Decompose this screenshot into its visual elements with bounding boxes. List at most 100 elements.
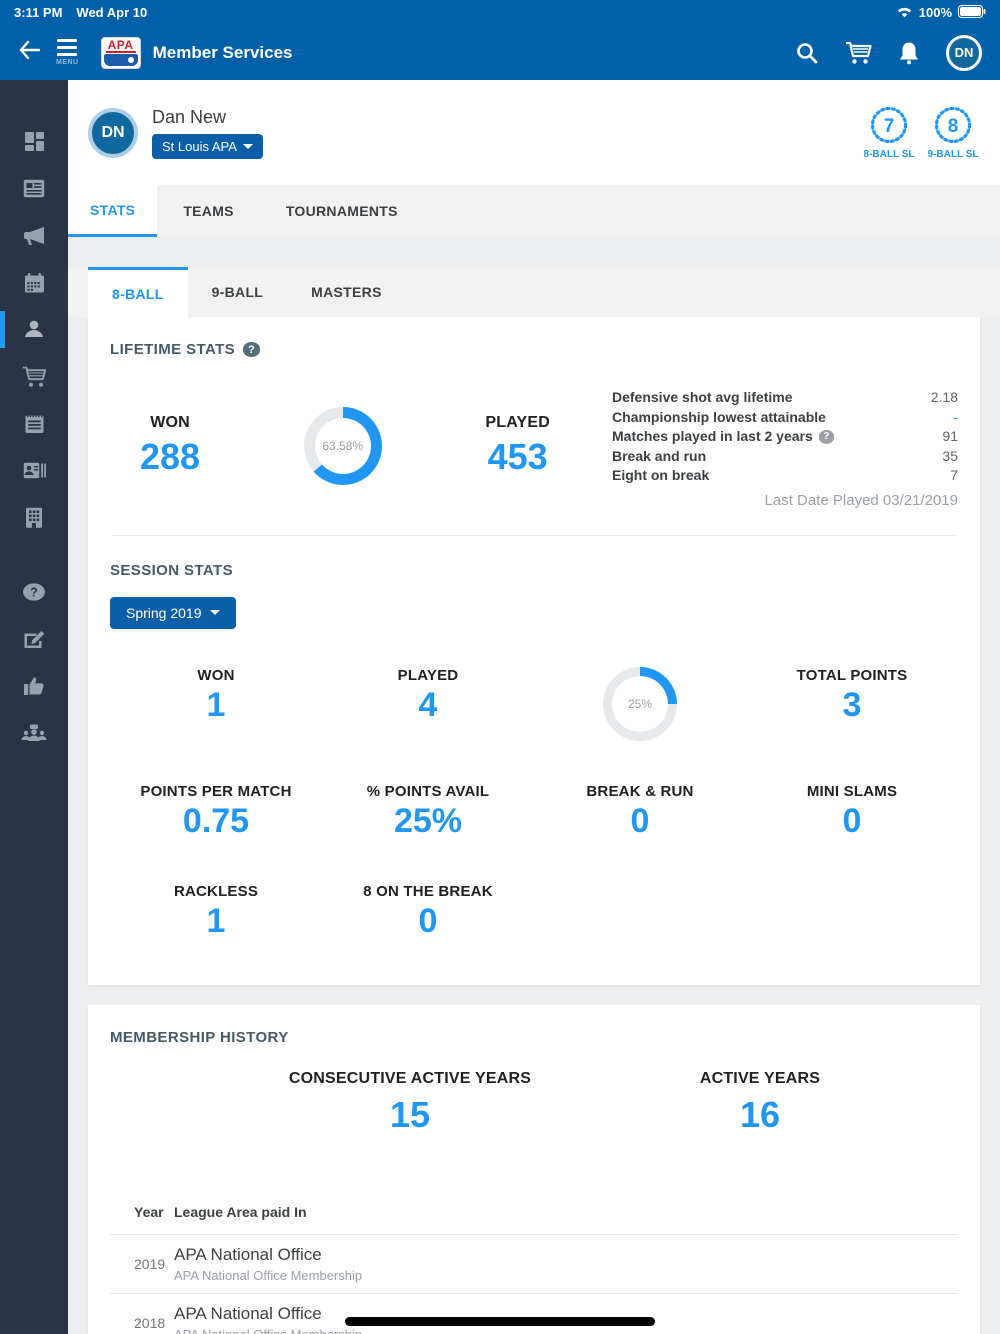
session-mini-slams: MINI SLAMS 0	[806, 782, 898, 840]
row-title: APA National Office	[174, 1304, 322, 1323]
chevron-down-icon	[242, 143, 253, 149]
notepad-icon	[25, 413, 43, 433]
consecutive-active-years: CONSECUTIVE ACTIVE YEARS 15	[288, 1070, 532, 1135]
discipline-tabs: 8-BALL 9-BALL MASTERS	[68, 267, 1000, 317]
tab-stats[interactable]: STATS	[68, 185, 158, 237]
main-content: DN Dan New St Louis APA 7 8-BALL SL 8 9-…	[68, 80, 1000, 1334]
calendar-icon	[24, 272, 44, 292]
session-win-donut-cell	[534, 666, 746, 741]
stats-card: LIFETIME STATS ? WON 288 PLAYED 453 Defe…	[88, 317, 980, 985]
sidebar-item-like[interactable]	[0, 662, 68, 709]
tab-8ball[interactable]: 8-BALL	[88, 267, 188, 317]
member-name: Dan New	[152, 106, 227, 127]
building-icon	[26, 507, 42, 528]
membership-heading: MEMBERSHIP HISTORY	[110, 1029, 289, 1046]
sidebar-item-calendar[interactable]	[0, 259, 68, 306]
membership-card: MEMBERSHIP HISTORY CONSECUTIVE ACTIVE YE…	[88, 1005, 980, 1334]
battery-icon	[958, 4, 986, 21]
lifetime-stats-heading: LIFETIME STATS ?	[110, 341, 958, 358]
sidebar-item-shop[interactable]	[0, 353, 68, 400]
matches-help-icon[interactable]: ?	[818, 429, 834, 444]
sidebar-item-community[interactable]	[0, 709, 68, 756]
tab-teams[interactable]: TEAMS	[183, 203, 234, 219]
dashboard-icon	[24, 132, 44, 151]
league-selector[interactable]: St Louis APA	[152, 133, 263, 159]
row-subtitle: APA National Office Membership	[174, 1268, 363, 1283]
cart-sidebar-icon	[22, 366, 46, 387]
tab-9ball[interactable]: 9-BALL	[211, 284, 264, 300]
detail-row: Break and run 35	[612, 447, 958, 464]
search-icon[interactable]	[795, 41, 819, 65]
lifetime-played: PLAYED 453	[485, 414, 550, 478]
session-stats-heading: SESSION STATS	[110, 561, 233, 579]
page-title: Member Services	[152, 42, 293, 62]
table-row: 2019 APA National Office APA National Of…	[110, 1234, 958, 1294]
clock: 3:11 PM	[14, 5, 63, 20]
tab-tournaments[interactable]: TOURNAMENTS	[285, 203, 398, 219]
session-played: PLAYED 4	[397, 666, 459, 724]
divider	[112, 534, 956, 536]
session-break-and-run: BREAK & RUN 0	[586, 782, 694, 840]
community-icon	[21, 724, 47, 741]
skill-badge-9ball: 8 9-BALL SL	[926, 105, 980, 160]
detail-row: Defensive shot avg lifetime 2.18	[612, 389, 958, 405]
bell-icon[interactable]	[898, 41, 920, 65]
table-row: 2018 APA National Office APA National Of…	[110, 1293, 958, 1334]
cart-icon[interactable]	[845, 41, 872, 65]
sidebar-item-announcements[interactable]	[0, 212, 68, 259]
date: Wed Apr 10	[76, 5, 148, 20]
session-8-on-break: 8 ON THE BREAK 0	[363, 882, 493, 940]
season-selector[interactable]: Spring 2019	[110, 596, 236, 629]
battery-percent: 100%	[918, 5, 952, 20]
sidebar: ?	[0, 80, 68, 1334]
sidebar-item-dashboard[interactable]	[0, 118, 68, 165]
main-tabs: STATS TEAMS TOURNAMENTS	[68, 185, 1000, 237]
laurel-wreath-icon: 8	[934, 106, 972, 144]
lifetime-help-icon[interactable]: ?	[243, 342, 261, 357]
column-header-year: Year	[134, 1204, 164, 1220]
lifetime-won: WON 288	[140, 414, 201, 478]
svg-text:8: 8	[948, 116, 959, 137]
last-date-played: Last Date Played 03/21/2019	[764, 491, 958, 509]
edit-icon	[24, 630, 45, 648]
skill-badge-8ball: 7 8-BALL SL	[862, 105, 916, 160]
thumbs-up-icon	[24, 676, 44, 695]
session-total-points: TOTAL POINTS 3	[796, 666, 908, 724]
apa-logo: APA	[100, 36, 141, 69]
svg-text:7: 7	[884, 116, 895, 137]
profile-header: DN Dan New St Louis APA 7 8-BALL SL 8 9-…	[68, 80, 1000, 185]
status-bar: 3:11 PM Wed Apr 10 100%	[0, 0, 1000, 25]
active-years: ACTIVE YEARS 16	[699, 1070, 821, 1135]
row-subtitle: APA National Office Membership	[174, 1327, 954, 1334]
lifetime-detail-list: Defensive shot avg lifetime 2.18 Champion…	[550, 384, 958, 509]
tab-masters[interactable]: MASTERS	[311, 284, 382, 300]
megaphone-icon	[23, 226, 44, 245]
membership-table: Year League Area paid In 2019 APA Nation…	[110, 1192, 958, 1334]
contact-card-icon	[23, 462, 46, 479]
back-arrow-icon[interactable]	[18, 40, 41, 65]
column-header-league: League Area paid In	[174, 1204, 307, 1220]
sidebar-item-news[interactable]	[0, 165, 68, 212]
wifi-icon	[896, 5, 913, 21]
member-icon	[25, 320, 43, 337]
sidebar-item-contacts[interactable]	[0, 447, 68, 494]
app-header: MENU APA Member Services DN	[0, 25, 1000, 80]
session-won: WON 1	[197, 666, 235, 724]
session-rackless: RACKLESS 1	[173, 882, 259, 940]
detail-row: Championship lowest attainable -	[612, 408, 958, 425]
svg-text:?: ?	[30, 585, 38, 599]
sidebar-item-feedback[interactable]	[0, 615, 68, 662]
menu-button[interactable]: MENU	[56, 39, 79, 66]
chevron-down-icon	[209, 610, 220, 615]
home-indicator[interactable]	[345, 1317, 655, 1326]
sidebar-item-organization[interactable]	[0, 494, 68, 541]
lifetime-win-donut	[303, 407, 382, 486]
session-points-avail: % POINTS AVAIL 25%	[366, 782, 490, 840]
session-points-per-match: POINTS PER MATCH 0.75	[140, 782, 292, 840]
sidebar-item-notes[interactable]	[0, 400, 68, 447]
sidebar-item-member[interactable]	[0, 306, 68, 353]
sidebar-item-help[interactable]: ?	[0, 568, 68, 615]
user-avatar[interactable]: DN	[946, 34, 982, 71]
laurel-wreath-icon: 7	[870, 106, 908, 144]
